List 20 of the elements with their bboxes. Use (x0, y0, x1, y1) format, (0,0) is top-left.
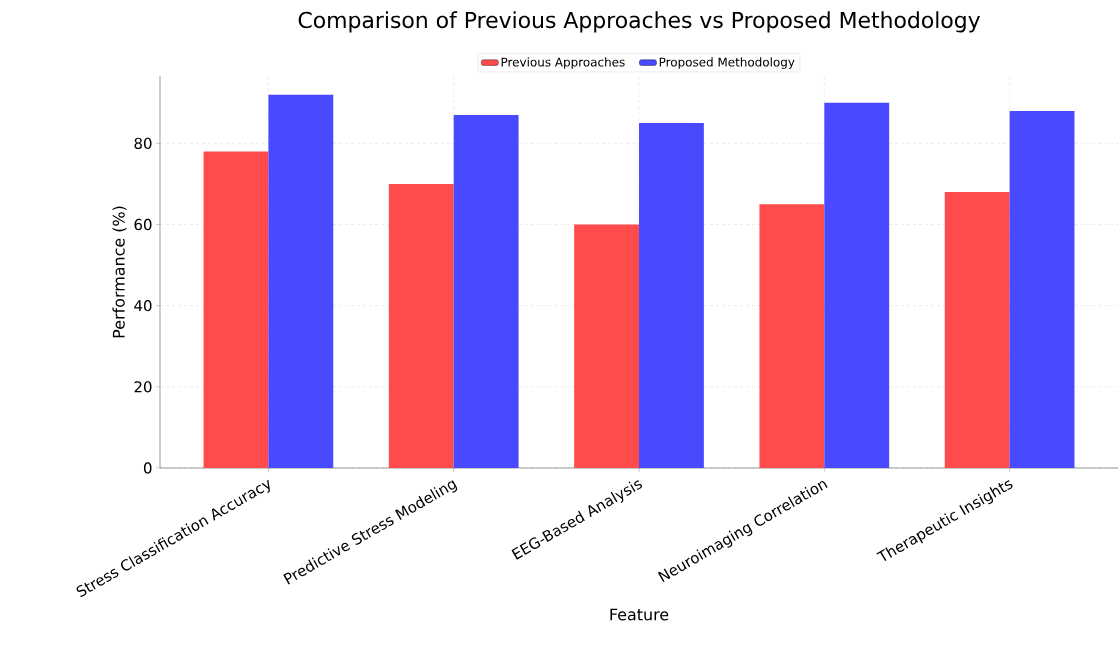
bar (1009, 110, 1075, 468)
y-tick-label: 80 (134, 137, 152, 150)
y-tick-label: 0 (143, 462, 152, 474)
bar (759, 204, 825, 468)
legend-label: Proposed Methodology (659, 57, 795, 69)
y-axis-title: Performance (%) (112, 206, 127, 338)
bar (944, 192, 1010, 468)
bar (388, 183, 454, 468)
bar (824, 102, 890, 468)
y-tick-label: 40 (134, 300, 152, 312)
x-axis-title: Feature (610, 608, 669, 621)
bar (639, 123, 704, 468)
bar (203, 151, 269, 468)
chart-title: Comparison of Previous Approaches vs Proposed Methodology (298, 11, 980, 33)
bar (574, 224, 640, 468)
bar (453, 114, 519, 468)
bar (268, 94, 334, 468)
y-tick-label: 60 (134, 218, 152, 231)
legend-label: Previous Approaches (501, 57, 625, 69)
y-tick-label: 20 (134, 381, 152, 393)
